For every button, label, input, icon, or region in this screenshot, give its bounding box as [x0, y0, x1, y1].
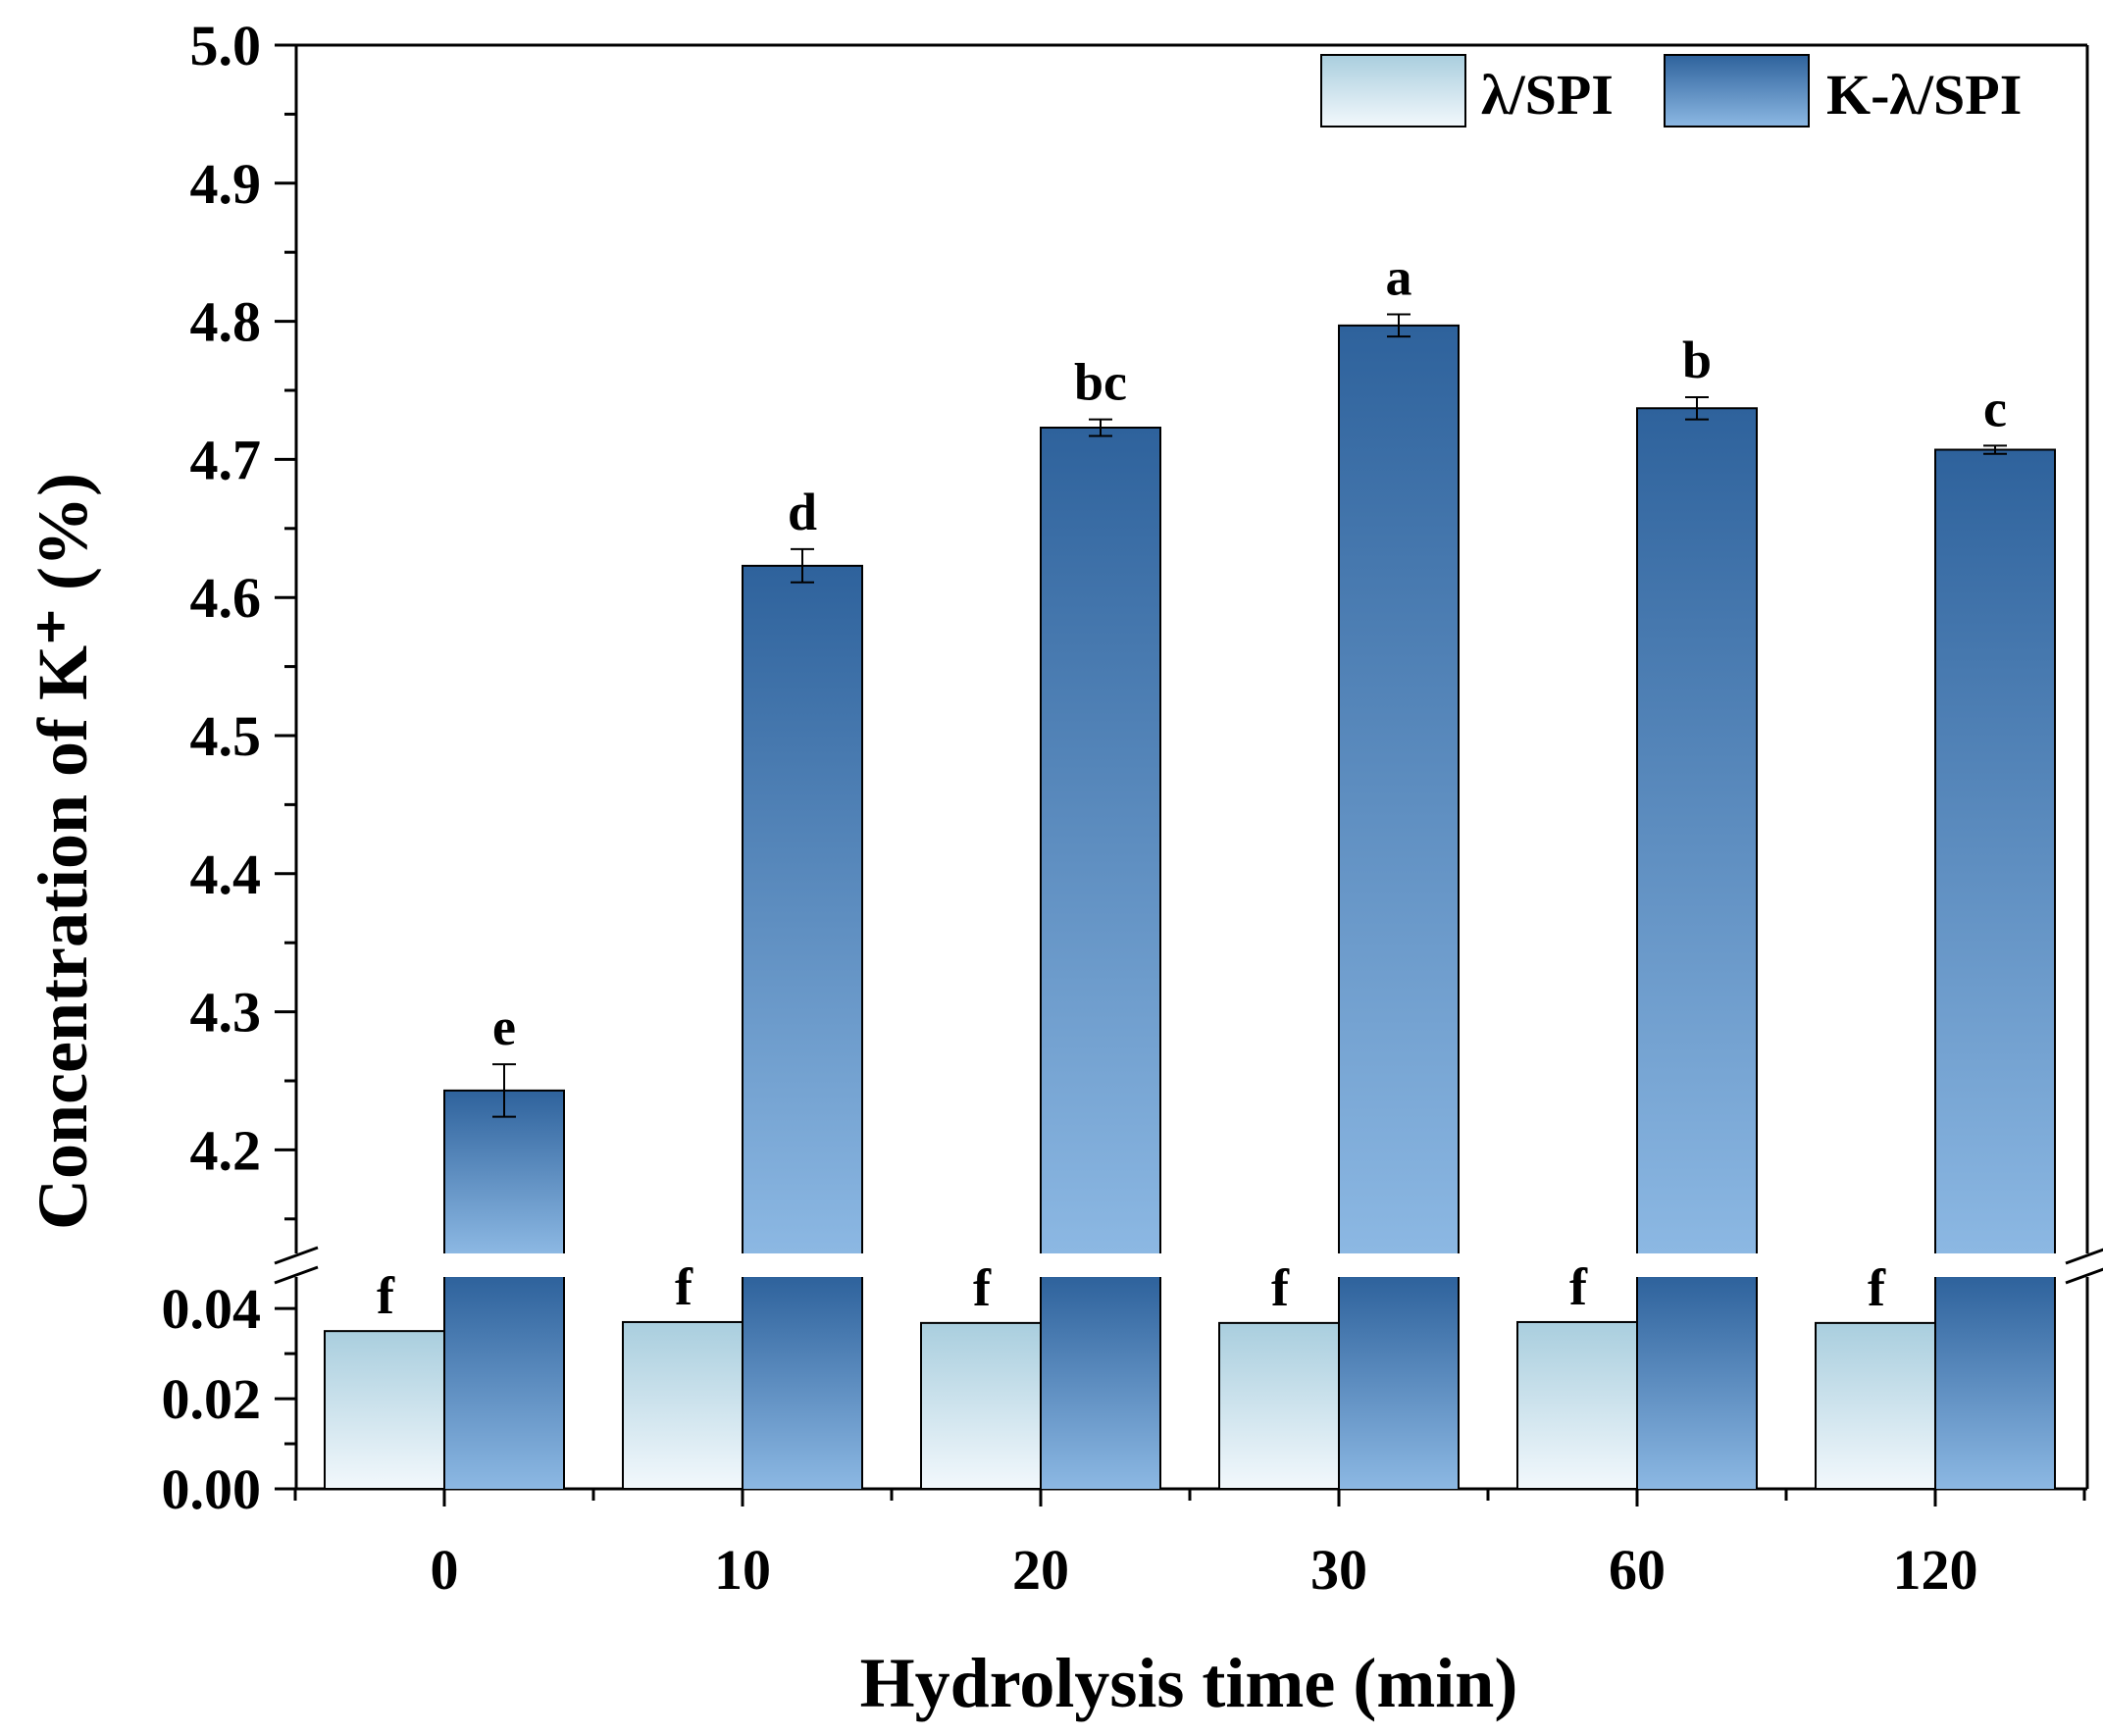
errorbar-k-lambda-spi-120 [1983, 444, 2007, 455]
errorbar-k-lambda-spi-0 [492, 1063, 516, 1118]
bar-label-lambda-spi-10: f [675, 1257, 693, 1316]
bar-labels-layer: f e f d f bc f a f b f c [377, 248, 2007, 1326]
errorbar-k-lambda-spi-60 [1685, 396, 1709, 421]
y-tick-label-lower-1: 0.02 [162, 1367, 262, 1431]
legend-label-lambda-spi: λ/SPI [1481, 63, 1614, 127]
bar-k-lambda-spi-30 [1339, 325, 1459, 1254]
axis-break-left [274, 1246, 319, 1285]
x-tick-label-120: 120 [1893, 1538, 1978, 1602]
plot-frame [274, 43, 2103, 1491]
y-tick-label-upper-7: 4.9 [190, 152, 262, 216]
legend-label-k-lambda-spi: K-λ/SPI [1826, 63, 2022, 127]
bar-label-k-lambda-spi-0: e [492, 997, 516, 1056]
y-tick-label-upper-3: 4.5 [190, 704, 262, 768]
x-tick-label-30: 30 [1310, 1538, 1367, 1602]
bar-label-lambda-spi-60: f [1569, 1257, 1588, 1316]
bar-lambda-spi-60 [1516, 1320, 1638, 1490]
y-tick-label-upper-8: 5.0 [190, 14, 262, 77]
errorbar-k-lambda-spi-10 [791, 547, 814, 584]
errorbar-k-lambda-spi-20 [1089, 418, 1112, 437]
y-tick-label-lower-0: 0.00 [162, 1457, 262, 1521]
x-tick-label-60: 60 [1609, 1538, 1666, 1602]
bar-label-k-lambda-spi-60: b [1682, 331, 1712, 389]
legend: λ/SPI K-λ/SPI [1320, 54, 2022, 128]
bar-k-lambda-spi-lower-120 [1935, 1277, 2055, 1489]
bar-lambda-spi-120 [1815, 1321, 1936, 1490]
bar-k-lambda-spi-lower-60 [1637, 1277, 1757, 1489]
x-axis-title: Hydrolysis time (min) [860, 1644, 1518, 1722]
bar-k-lambda-spi-60 [1637, 408, 1757, 1254]
bar-k-lambda-spi-lower-edge-60 [1636, 1277, 1758, 1489]
bar-lambda-spi-10 [622, 1320, 744, 1490]
bar-label-lambda-spi-30: f [1271, 1258, 1290, 1317]
bar-lambda-spi-20 [920, 1321, 1042, 1490]
bar-k-lambda-spi-lower-30 [1339, 1277, 1459, 1489]
x-tick-label-20: 20 [1012, 1538, 1069, 1602]
axis-break-right [2065, 1248, 2103, 1285]
bar-label-k-lambda-spi-10: d [788, 483, 817, 541]
axes-layer: 0 10 20 30 60 120 4.2 4.3 4.4 4.5 4.6 4.7 4.8 4.9 5.0 0… [162, 14, 2086, 1602]
y-tick-label-upper-4: 4.6 [190, 566, 262, 630]
bar-k-lambda-spi-lower-edge-10 [742, 1277, 863, 1489]
y-tick-label-upper-2: 4.4 [190, 842, 262, 906]
bar-k-lambda-spi-120 [1935, 449, 2055, 1253]
y-tick-label-upper-1: 4.3 [190, 981, 262, 1045]
y-tick-label-lower-2: 0.04 [162, 1277, 262, 1341]
bar-k-lambda-spi-lower-edge-30 [1338, 1277, 1460, 1489]
legend-swatch-lambda-spi [1320, 54, 1466, 128]
y-axis-title: Concentration of K⁺ (%) [24, 473, 102, 1230]
bar-label-lambda-spi-120: f [1868, 1258, 1886, 1317]
legend-swatch-k-lambda-spi [1664, 54, 1810, 128]
bar-label-lambda-spi-0: f [377, 1266, 395, 1325]
bar-label-k-lambda-spi-30: a [1386, 248, 1412, 307]
bar-label-k-lambda-spi-20: bc [1074, 353, 1127, 412]
bar-lambda-spi-0 [324, 1330, 445, 1490]
x-tick-label-0: 0 [431, 1538, 459, 1602]
bar-label-k-lambda-spi-120: c [1983, 379, 2007, 437]
bars-layer [324, 324, 2056, 1490]
bar-k-lambda-spi-lower-10 [743, 1277, 862, 1489]
bar-k-lambda-spi-lower-edge-120 [1934, 1277, 2056, 1489]
bar-k-lambda-spi-lower-0 [444, 1277, 564, 1489]
y-tick-label-upper-0: 4.2 [190, 1118, 262, 1182]
bar-k-lambda-spi-10 [743, 565, 862, 1253]
errorbars-layer [492, 313, 2007, 1118]
bar-label-lambda-spi-20: f [973, 1258, 992, 1317]
errorbar-k-lambda-spi-30 [1387, 313, 1411, 338]
bar-k-lambda-spi-lower-20 [1041, 1277, 1160, 1489]
bar-k-lambda-spi-20 [1041, 428, 1160, 1253]
y-tick-label-upper-5: 4.7 [190, 428, 262, 491]
bar-k-lambda-spi-lower-edge-0 [443, 1277, 565, 1489]
y-tick-label-upper-6: 4.8 [190, 290, 262, 354]
bar-lambda-spi-30 [1218, 1321, 1340, 1490]
x-tick-label-10: 10 [714, 1538, 771, 1602]
bar-k-lambda-spi-lower-edge-20 [1040, 1277, 1161, 1489]
